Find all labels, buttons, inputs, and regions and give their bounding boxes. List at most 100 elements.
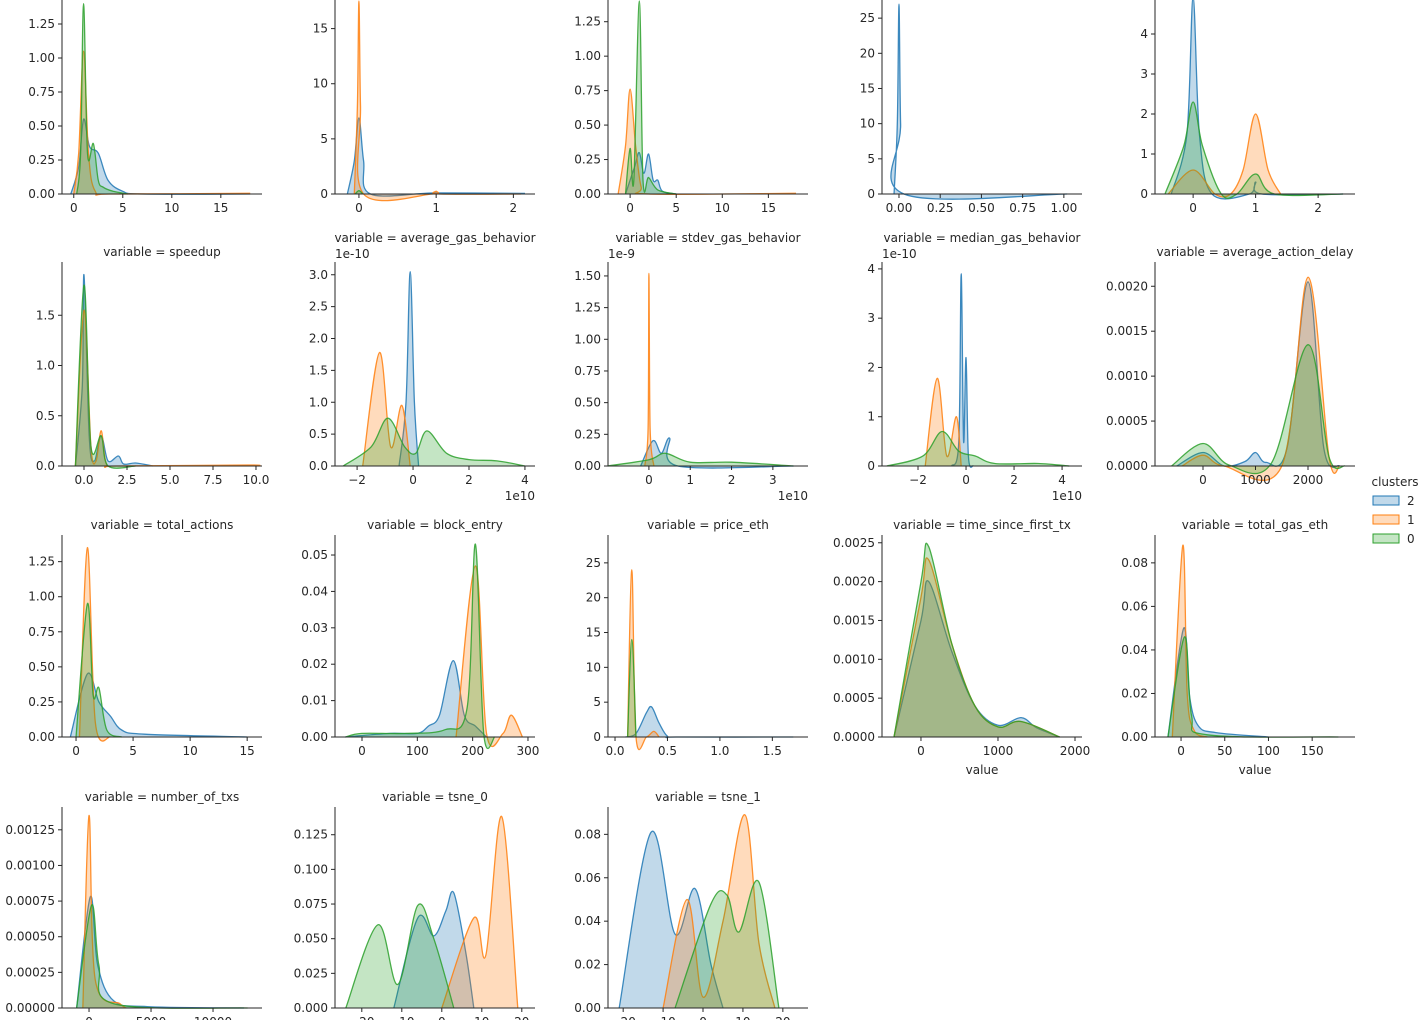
x-tick-label: 200 xyxy=(461,744,484,758)
x-tick-label: 1.5 xyxy=(763,744,782,758)
y-tick-label: 5 xyxy=(320,132,328,146)
kde-line-cluster-0 xyxy=(354,190,364,195)
x-tick-label: 1 xyxy=(686,473,694,487)
kde-line-cluster-0 xyxy=(624,0,677,195)
y-tick-label: 0 xyxy=(320,187,328,201)
kde-line-cluster-1 xyxy=(1167,113,1282,198)
legend-item-cluster-2: 2 xyxy=(1372,494,1415,508)
kde-fill-cluster-2 xyxy=(347,117,525,197)
panel-title: variable = total_gas_eth xyxy=(1182,518,1328,532)
legend-label: 0 xyxy=(1407,532,1415,546)
x-tick-label: 0 xyxy=(409,473,417,487)
x-tick-label: −2 xyxy=(909,473,927,487)
panel-10: 0 5 10 15 0.00 0.25 0.50 0.75 1.00 1.25 variable =… xyxy=(28,518,262,758)
x-tick-label: −10 xyxy=(389,1015,414,1020)
legend-label: 1 xyxy=(1407,513,1415,527)
legend: clusters 2 1 0 xyxy=(1371,475,1418,546)
x-tick-label: 10 xyxy=(474,1015,489,1020)
x-tick-label: 2 xyxy=(1010,473,1018,487)
kde-line-cluster-0 xyxy=(345,543,496,750)
y-tick-label: 10 xyxy=(860,117,875,131)
x-tick-label: 5.0 xyxy=(160,473,179,487)
y-tick-label: 1.5 xyxy=(309,363,328,377)
kde-fill-cluster-0 xyxy=(886,431,1070,466)
panel-8: −2 0 2 4 0 1 2 3 4 variable = median_gas_behavior… xyxy=(867,231,1082,503)
kde-fill-cluster-2 xyxy=(1176,281,1340,468)
x-tick-label: 0 xyxy=(962,473,970,487)
y-tick-label: 0.08 xyxy=(1121,556,1148,570)
kde-fill-cluster-0 xyxy=(76,603,122,737)
y-tick-label: 0.75 xyxy=(28,625,55,639)
x-tick-label: 50 xyxy=(1217,744,1232,758)
kde-fill-cluster-1 xyxy=(441,816,518,1008)
x-tick-label: 0 xyxy=(72,744,80,758)
x-tick-label: 15 xyxy=(213,201,228,215)
y-tick-label: 2.0 xyxy=(309,332,328,346)
kde-line-cluster-1 xyxy=(455,565,523,748)
x-tick-label: 0.0 xyxy=(74,473,93,487)
kde-fill-cluster-2 xyxy=(393,891,474,1008)
kde-fill-cluster-1 xyxy=(627,569,660,750)
y-tick-label: 3 xyxy=(1140,67,1148,81)
y-tick-label: 1.00 xyxy=(574,332,601,346)
y-tick-label: 0.00100 xyxy=(5,858,55,872)
y-tick-label: 0.00 xyxy=(1121,730,1148,744)
x-axis-label: value xyxy=(1239,763,1272,777)
x-tick-label: 0 xyxy=(626,201,634,215)
y-tick-label: 0.0000 xyxy=(833,730,875,744)
x-tick-label: 15 xyxy=(240,744,255,758)
y-tick-label: 25 xyxy=(586,556,601,570)
y-tick-label: 0.04 xyxy=(574,914,601,928)
x-tick-label: 7.5 xyxy=(203,473,222,487)
kde-line-cluster-2 xyxy=(1167,627,1269,738)
panel-title: variable = price_eth xyxy=(647,518,769,532)
y-tick-label: 0.50 xyxy=(28,660,55,674)
kde-fill-cluster-1 xyxy=(1172,545,1208,737)
x-tick-label: 2000 xyxy=(1060,744,1091,758)
x-tick-label: 0 xyxy=(645,473,653,487)
y-tick-label: 0 xyxy=(593,730,601,744)
kde-line-cluster-1 xyxy=(441,816,519,1009)
y-tick-label: 0.0020 xyxy=(833,575,875,589)
kde-line-cluster-1 xyxy=(82,814,127,1009)
y-tick-label: 0.0 xyxy=(36,459,55,473)
y-tick-label: 0 xyxy=(867,459,875,473)
y-tick-label: 0.00125 xyxy=(5,823,55,837)
panel-title: variable = number_of_txs xyxy=(85,790,240,804)
x-tick-label: −2 xyxy=(348,473,366,487)
kde-line-cluster-1 xyxy=(362,351,411,467)
y-tick-label: 1.25 xyxy=(574,15,601,29)
kde-line-cluster-2 xyxy=(618,830,724,1009)
kde-fill-cluster-2 xyxy=(75,274,153,466)
y-tick-label: 3.0 xyxy=(309,268,328,282)
y-tick-label: 0.02 xyxy=(574,958,601,972)
legend-swatch xyxy=(1372,533,1400,544)
x-tick-label: 2 xyxy=(465,473,473,487)
x-tick-label: 150 xyxy=(1301,744,1324,758)
kde-line-cluster-0 xyxy=(345,903,455,1009)
kde-line-cluster-1 xyxy=(74,309,261,468)
y-tick-label: 4 xyxy=(867,262,875,276)
panel-11: 0 100 200 300 0.00 0.01 0.02 0.03 0.04 0.05 variab… xyxy=(301,518,539,758)
kde-line-cluster-0 xyxy=(76,2,128,195)
y-tick-label: 1.25 xyxy=(574,301,601,315)
y-tick-label: 0.02 xyxy=(301,657,328,671)
kde-fill-cluster-0 xyxy=(1167,636,1339,738)
y-tick-label: 20 xyxy=(860,46,875,60)
x-tick-label: 10 xyxy=(735,1015,750,1020)
y-tick-label: 0.00025 xyxy=(5,965,55,979)
panel-2: 0 5 10 15 0.00 0.25 0.50 0.75 1.00 1.25 xyxy=(574,0,808,215)
y-tick-label: 2.5 xyxy=(309,300,328,314)
kde-fill-cluster-2 xyxy=(70,673,248,737)
y-tick-label: 0.0005 xyxy=(833,691,875,705)
y-tick-label: 0.0015 xyxy=(833,613,875,627)
kde-line-cluster-2 xyxy=(75,895,245,1009)
panel-4: 0 1 2 0 1 2 3 4 xyxy=(1140,0,1355,215)
y-tick-label: 0 xyxy=(1140,187,1148,201)
kde-fill-cluster-0 xyxy=(627,639,636,737)
x-tick-label: 10 xyxy=(715,201,730,215)
y-tick-label: 1.0 xyxy=(36,359,55,373)
kde-fill-cluster-0 xyxy=(625,1,677,194)
x-tick-label: 1 xyxy=(1252,201,1260,215)
